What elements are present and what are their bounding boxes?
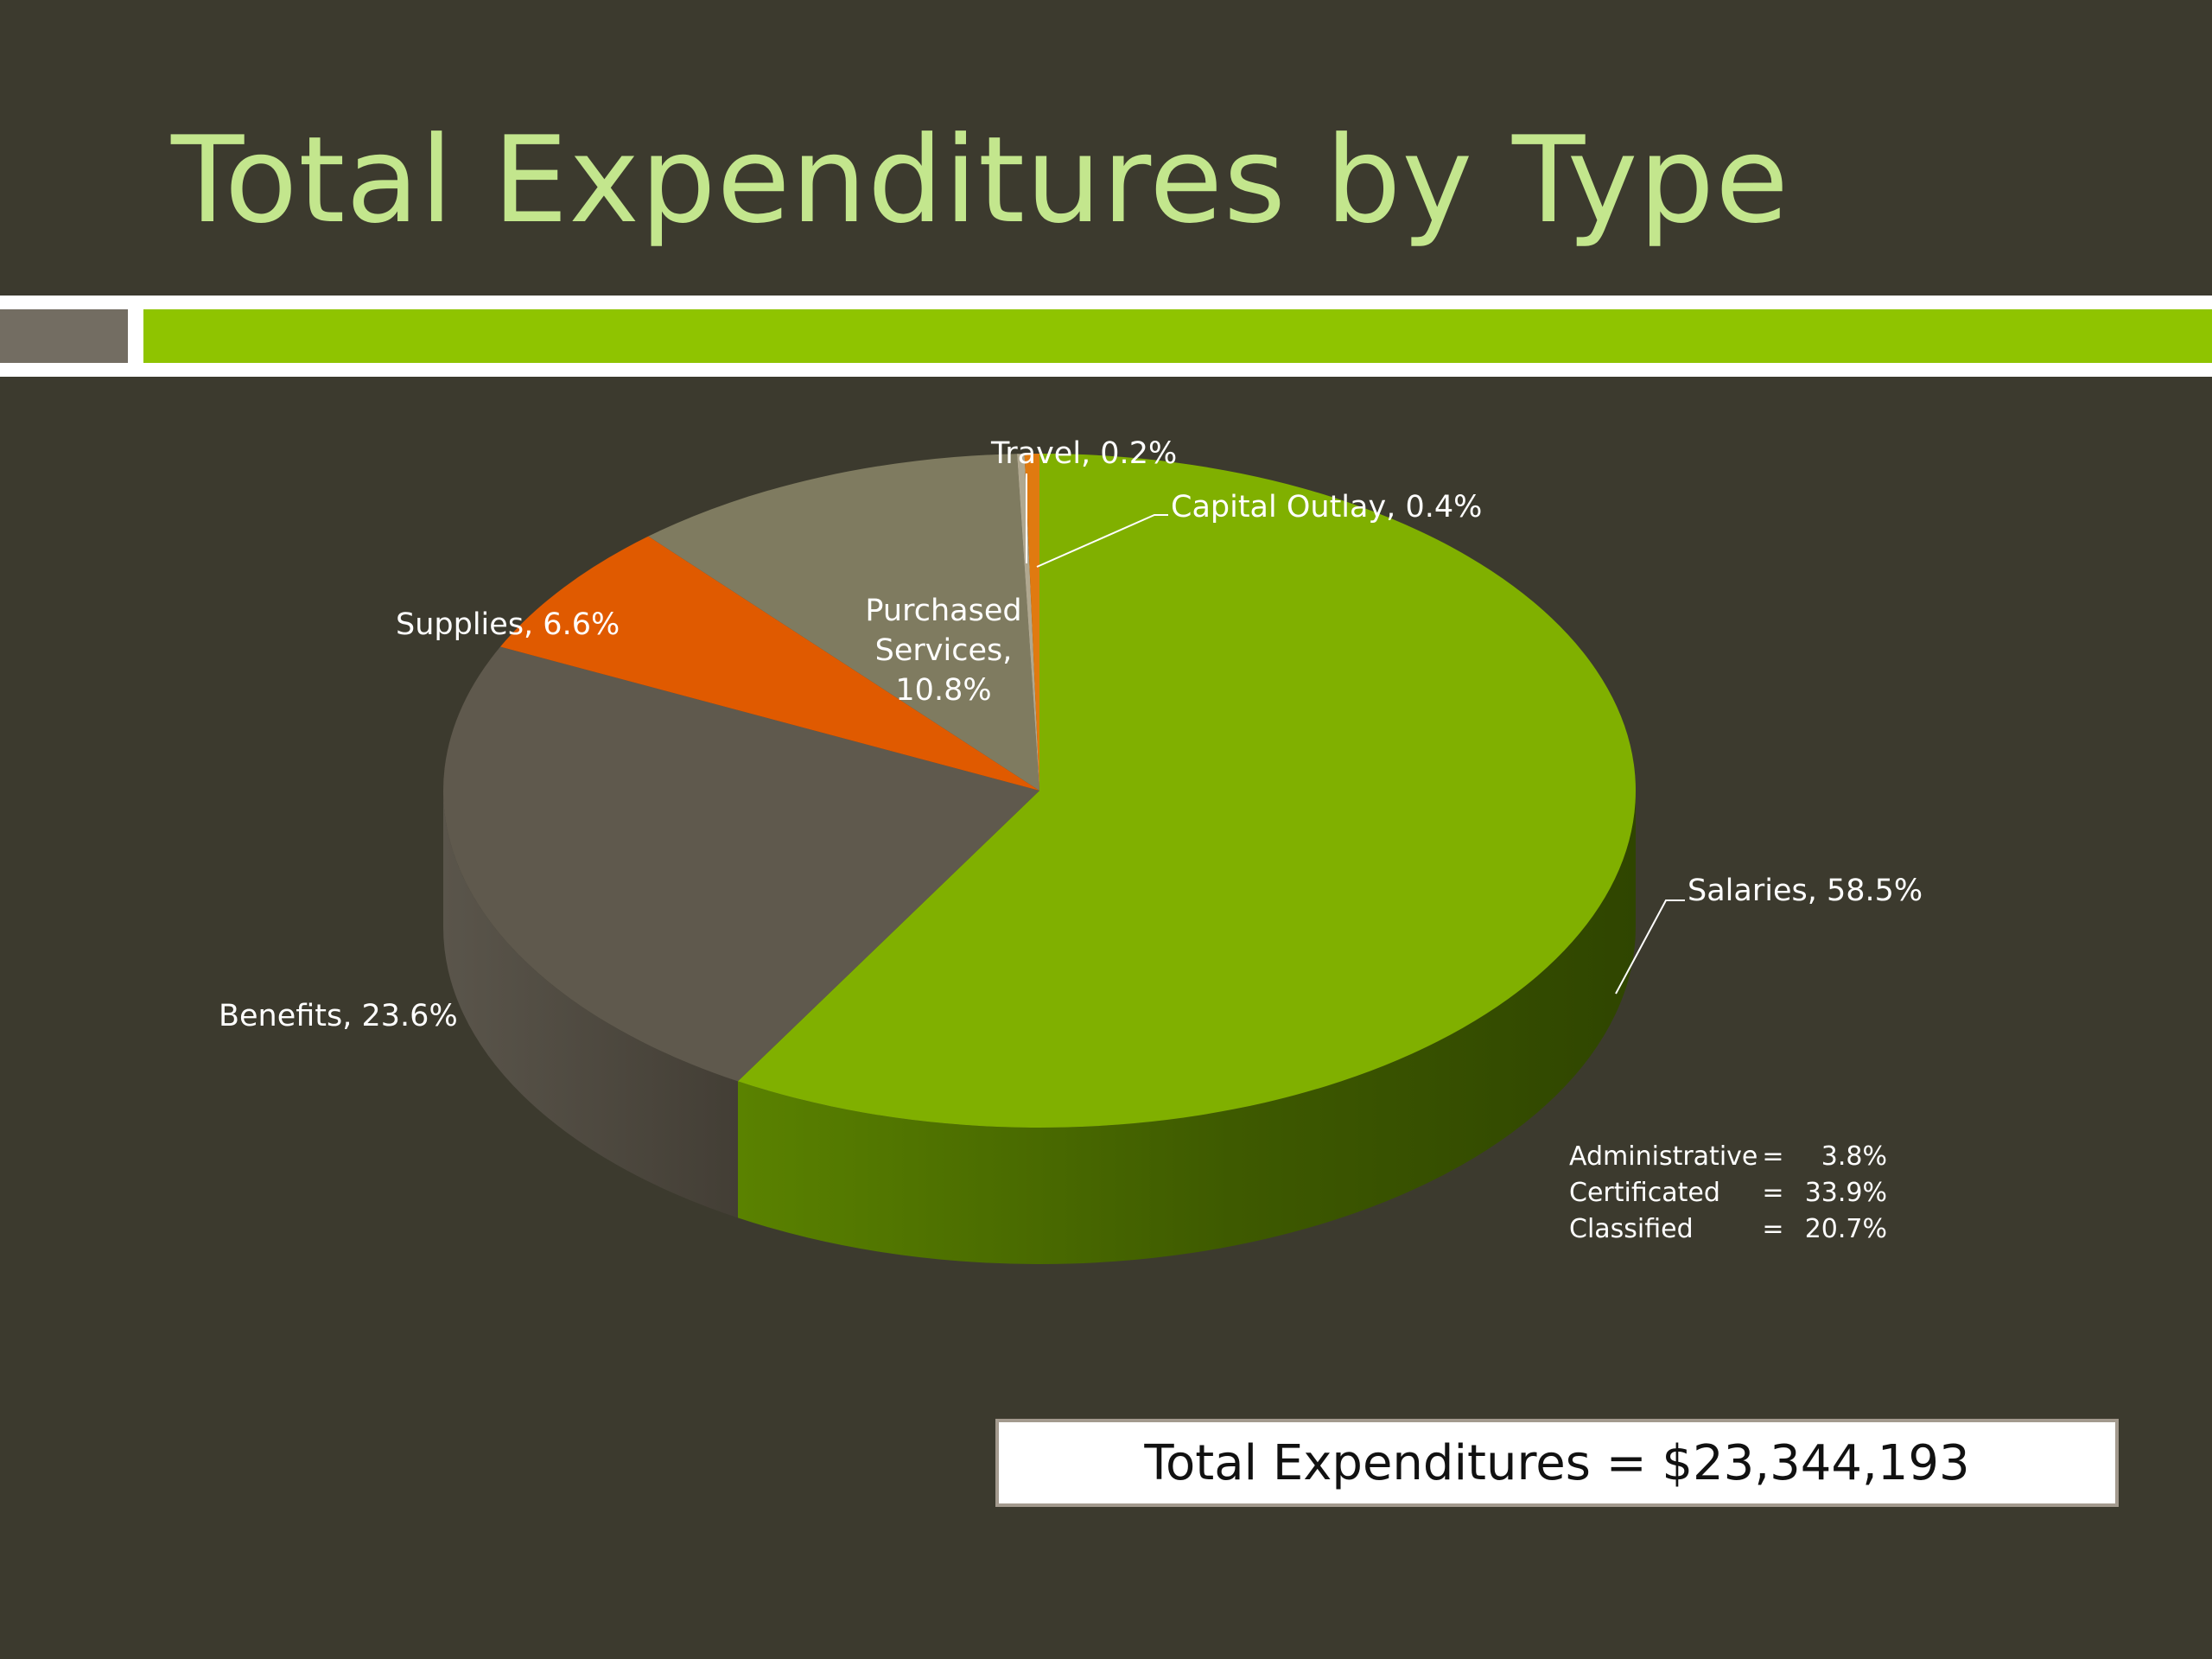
breakdown-name: Certificated: [1569, 1178, 1720, 1208]
breakdown-value: 3.8%: [1821, 1141, 1887, 1172]
slice-supplies: [500, 536, 1039, 791]
data-label-line: Purchased: [865, 594, 1021, 628]
slice-capital-outlay: [1024, 454, 1039, 791]
breakdown-name: Administrative: [1569, 1141, 1758, 1172]
divider-grey-block: [0, 309, 128, 363]
data-label-line: Services,: [875, 633, 1013, 668]
slice-side-salaries: [737, 791, 1637, 1264]
slice-benefits: [442, 646, 1039, 1082]
slice-salaries: [737, 454, 1636, 1128]
data-label-travel: Travel, 0.2%: [990, 436, 1177, 471]
slice-side-benefits: [443, 791, 738, 1218]
data-label-capital-outlay: Capital Outlay, 0.4%: [1171, 490, 1482, 524]
breakdown-value: 20.7%: [1805, 1214, 1887, 1244]
breakdown-value: 33.9%: [1805, 1178, 1887, 1208]
slide-title: Total Expenditures by Type: [171, 111, 1789, 250]
data-label-benefits: Benefits, 23.6%: [219, 999, 458, 1033]
pie-slices: [442, 454, 1637, 1264]
data-label-salaries: Salaries, 58.5%: [1688, 874, 1923, 908]
breakdown-equals: =: [1762, 1141, 1783, 1172]
leader-lines: [1026, 474, 1685, 995]
data-label-supplies: Supplies, 6.6%: [396, 607, 620, 642]
total-expenditures-box: Total Expenditures = $23,344,193: [995, 1419, 2119, 1507]
slice-travel: [1017, 454, 1039, 791]
breakdown-equals: =: [1762, 1178, 1783, 1208]
leader-line-capital-outlay: [1036, 514, 1168, 568]
data-label-purchased-services: Purchased Services, 10.8%: [865, 594, 1021, 708]
slice-purchased-services: [648, 454, 1039, 791]
leader-line-salaries: [1615, 899, 1685, 995]
breakdown-equals: =: [1762, 1214, 1783, 1244]
data-labels: Salaries, 58.5% Benefits, 23.6% Supplies, …: [219, 436, 1923, 1033]
breakdown-name: Classified: [1569, 1214, 1694, 1244]
data-label-line: 10.8%: [895, 673, 991, 708]
salary-breakdown: Administrative = 3.8%Certificated = 33.9%Cla…: [1569, 1141, 1887, 1244]
divider-green-bar: [143, 309, 2212, 363]
